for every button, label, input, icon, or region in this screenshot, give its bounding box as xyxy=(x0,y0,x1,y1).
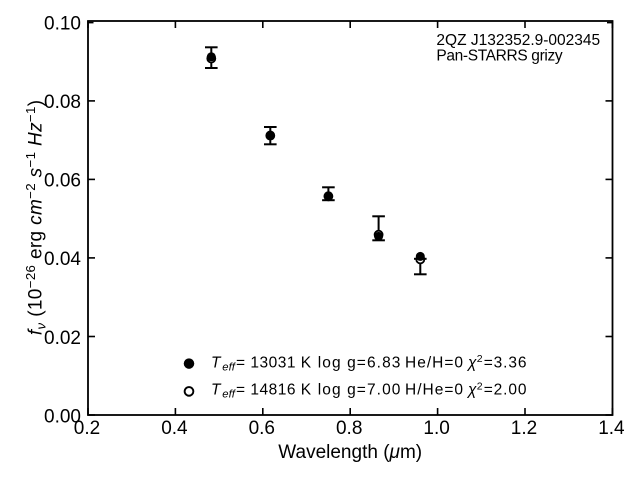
svg-text:1.0: 1.0 xyxy=(423,418,449,439)
svg-text:Wavelength (μm): Wavelength (μm) xyxy=(278,442,422,463)
svg-text:0.08: 0.08 xyxy=(44,92,81,113)
svg-text:2QZ J132352.9-002345: 2QZ J132352.9-002345 xyxy=(436,32,600,49)
svg-text:H/He=0: H/He=0 xyxy=(405,382,464,399)
svg-text:0.06: 0.06 xyxy=(44,171,81,192)
svg-text:T: T xyxy=(211,354,222,371)
svg-text:eff: eff xyxy=(222,389,236,401)
svg-text:0.6: 0.6 xyxy=(249,418,275,439)
svg-text:0.2: 0.2 xyxy=(74,418,100,439)
svg-text:χ: χ xyxy=(466,354,477,371)
svg-text:=3.36: =3.36 xyxy=(484,354,528,371)
svg-text:T: T xyxy=(211,382,222,399)
svg-text:He/H=0: He/H=0 xyxy=(405,354,464,371)
svg-text:2: 2 xyxy=(477,380,483,392)
svg-text:= 14816 K: = 14816 K xyxy=(236,382,312,399)
svg-text:= 13031 K: = 13031 K xyxy=(236,354,312,371)
svg-text:0.00: 0.00 xyxy=(44,406,81,427)
svg-text:log g=6.83: log g=6.83 xyxy=(318,354,402,371)
svg-text:Pan-STARRS grizy: Pan-STARRS grizy xyxy=(436,47,562,64)
svg-text:eff: eff xyxy=(222,361,236,373)
svg-text:fν (10−26 erg cm−2 s−1 Hz−1): fν (10−26 erg cm−2 s−1 Hz−1) xyxy=(23,100,49,336)
svg-text:0.02: 0.02 xyxy=(44,328,81,349)
svg-text:1.4: 1.4 xyxy=(598,418,625,439)
svg-text:0.8: 0.8 xyxy=(336,418,362,439)
svg-text:2: 2 xyxy=(477,353,483,365)
svg-text:1.2: 1.2 xyxy=(511,418,537,439)
svg-text:log g=7.00: log g=7.00 xyxy=(318,382,402,399)
svg-text:0.10: 0.10 xyxy=(44,14,81,35)
svg-text:=2.00: =2.00 xyxy=(484,382,528,399)
svg-text:χ: χ xyxy=(466,382,477,399)
svg-text:0.04: 0.04 xyxy=(44,249,81,270)
svg-text:0.4: 0.4 xyxy=(161,418,188,439)
